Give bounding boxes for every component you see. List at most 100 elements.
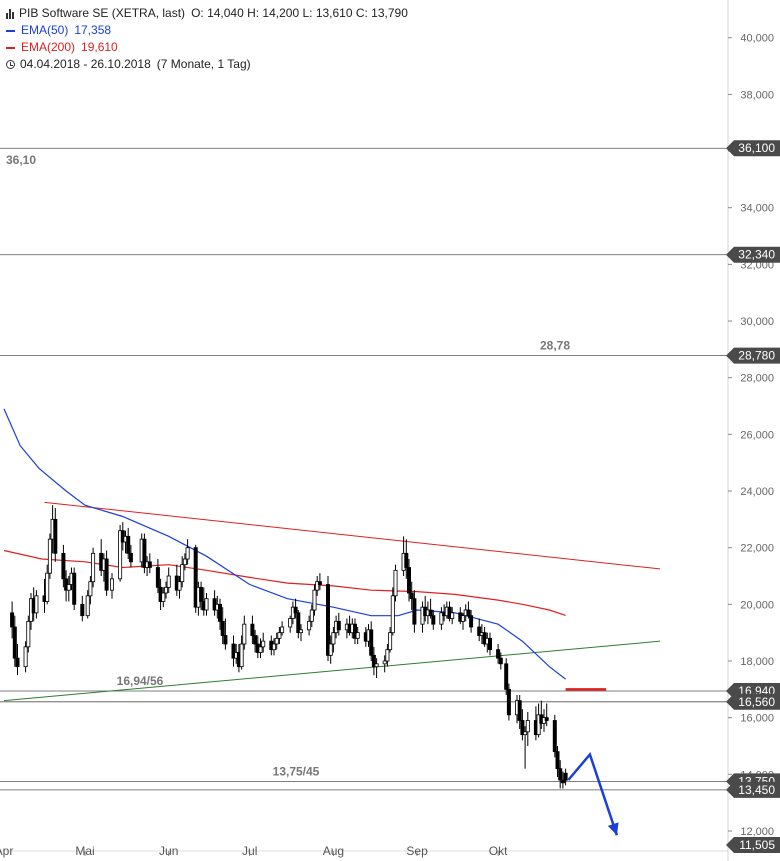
- candle-body: [336, 620, 341, 631]
- x-axis: Apr Mai Jun Jul Aug Sep Okt: [0, 844, 728, 858]
- candle-body: [315, 581, 320, 591]
- candle: [91, 547, 96, 588]
- candle: [369, 621, 374, 661]
- candle-body: [12, 626, 17, 659]
- y-tick-label: 38,000: [740, 89, 774, 101]
- candle: [212, 590, 217, 616]
- candle: [498, 652, 503, 670]
- price-label: 11,505: [726, 837, 780, 853]
- candle: [66, 576, 71, 602]
- candle-body: [66, 584, 71, 591]
- candle-body: [520, 720, 525, 736]
- candle-body: [374, 663, 379, 668]
- candle-body: [258, 646, 263, 653]
- candle-body: [331, 632, 336, 645]
- candle: [552, 714, 557, 758]
- candle: [428, 598, 433, 619]
- candle: [118, 525, 123, 582]
- price-label: 16,560: [726, 693, 780, 710]
- candle-body: [431, 615, 436, 625]
- candle: [355, 627, 360, 644]
- candle: [23, 641, 28, 673]
- trendline-upper: [44, 501, 661, 570]
- candle: [104, 550, 109, 596]
- candle: [466, 601, 471, 619]
- candle: [288, 615, 293, 633]
- candle-body: [385, 649, 390, 662]
- price-labels: 36,10032,34028,78016,94016,56013,75013,4…: [726, 140, 780, 853]
- price-label-bg: [726, 693, 780, 710]
- candle-body: [161, 592, 166, 602]
- candle-body: [288, 618, 293, 628]
- candle: [325, 576, 330, 661]
- candle-body: [309, 609, 314, 622]
- candle-body: [185, 547, 190, 560]
- price-label-bg: [726, 837, 780, 853]
- candle-body: [393, 569, 398, 597]
- candle-body: [88, 581, 93, 597]
- candle: [193, 544, 198, 613]
- candle-body: [412, 598, 417, 625]
- candle-body: [409, 592, 414, 600]
- candle: [315, 576, 320, 596]
- candle-body: [450, 612, 455, 619]
- date-range: 04.04.2018 - 26.10.2018: [20, 57, 151, 71]
- candle-body: [80, 603, 85, 617]
- candle: [393, 564, 398, 602]
- candle: [199, 581, 204, 611]
- candle-body: [390, 595, 395, 634]
- y-axis: 12,00014,00016,00018,00020,00022,00024,0…: [727, 0, 774, 861]
- candle-body: [298, 629, 303, 634]
- candle-body: [477, 626, 482, 636]
- candle-body: [352, 623, 357, 639]
- price-label: 28,780: [726, 347, 780, 364]
- ema50-swatch: [6, 29, 15, 32]
- x-tick-label: Aug: [323, 844, 344, 858]
- candle-body: [369, 629, 374, 656]
- candle: [239, 635, 244, 670]
- candle-body: [242, 623, 247, 645]
- candle: [80, 595, 85, 622]
- y-tick-label: 18,000: [740, 656, 774, 668]
- candle: [439, 607, 444, 630]
- candle-body: [34, 595, 39, 614]
- candle: [431, 610, 436, 630]
- candle-body: [220, 620, 225, 636]
- x-tick-label: Okt: [489, 844, 508, 858]
- candle: [555, 745, 560, 778]
- y-tick-label: 12,000: [740, 826, 774, 838]
- candle-body: [250, 623, 255, 636]
- candle: [487, 632, 492, 656]
- candle-body: [26, 620, 31, 648]
- candle: [26, 615, 31, 653]
- candle: [10, 601, 15, 639]
- y-tick-label: 26,000: [740, 429, 774, 441]
- y-tick-label: 16,000: [740, 713, 774, 725]
- candle: [242, 615, 247, 650]
- candle: [253, 629, 258, 653]
- candle-body: [199, 586, 204, 602]
- candle-body: [544, 717, 549, 721]
- ohlc-values: O: 14,040 H: 14,200 L: 13,610 C: 13,790: [191, 6, 408, 20]
- candle: [412, 590, 417, 633]
- candle: [12, 615, 17, 667]
- candle: [477, 618, 482, 642]
- ema200-swatch: [6, 46, 15, 49]
- candles-icon: [6, 8, 14, 19]
- legend-ema50: EMA(50) 17,358: [6, 22, 408, 39]
- candle: [382, 655, 387, 673]
- price-label-text: 28,780: [738, 349, 775, 363]
- candle: [385, 643, 390, 667]
- candle: [523, 726, 528, 769]
- candle: [450, 607, 455, 625]
- candle: [231, 635, 236, 667]
- candle: [525, 711, 530, 746]
- candle: [72, 567, 77, 611]
- candle-body: [404, 552, 409, 568]
- candle: [15, 643, 20, 676]
- ema50-line: [3, 408, 566, 680]
- candle-body: [10, 612, 15, 628]
- y-tick-label: 30,000: [740, 316, 774, 328]
- candle-body: [193, 547, 198, 608]
